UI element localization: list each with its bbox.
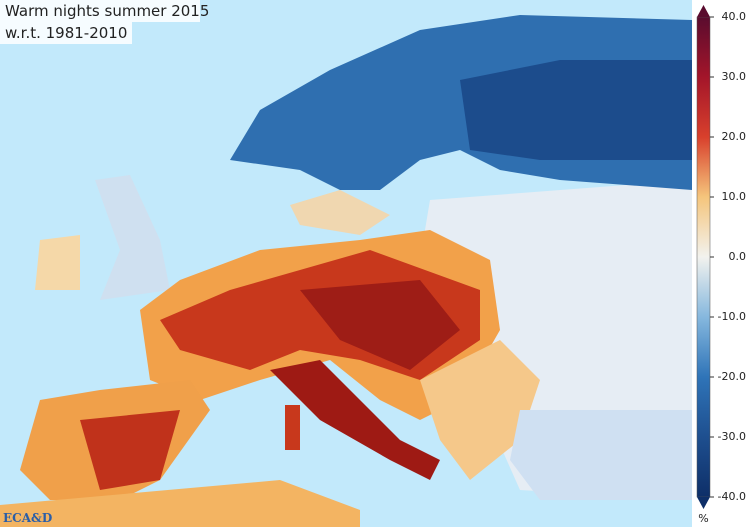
iberia-core xyxy=(80,410,180,490)
colorbar-unit: % xyxy=(698,512,708,525)
finland-russia xyxy=(460,60,692,160)
colorbar-tick-label: -20.0 xyxy=(718,370,746,383)
italy xyxy=(270,360,440,480)
colorbar-tick-label: -30.0 xyxy=(718,430,746,443)
colorbar-min-arrow xyxy=(697,497,710,509)
colorbar-gradient xyxy=(696,16,711,498)
colorbar-tick-label: 30.0 xyxy=(722,70,747,83)
colorbar-tick-label: -10.0 xyxy=(718,310,746,323)
map-subtitle: w.r.t. 1981-2010 xyxy=(5,24,127,42)
map-title: Warm nights summer 2015 xyxy=(5,2,209,20)
alps-region xyxy=(300,280,460,370)
colorbar: 40.0 30.0 20.0 10.0 0.0 -10.0 -20.0 -30.0 -40.0% xyxy=(696,5,747,525)
north-africa xyxy=(0,480,360,527)
colorbar-tick-label: 0.0 xyxy=(729,250,747,263)
britain xyxy=(95,175,170,300)
title-box xyxy=(0,0,200,22)
colorbar-tick-label: 40.0 xyxy=(722,10,747,23)
subtitle-box xyxy=(0,22,132,44)
turkey xyxy=(510,410,692,500)
colorbar-tick-label: 20.0 xyxy=(722,130,747,143)
balkans xyxy=(420,340,540,480)
colorbar-max-arrow xyxy=(697,5,710,17)
colorbar-tick-label: 10.0 xyxy=(722,190,747,203)
sardinia xyxy=(285,405,300,450)
colorbar-tick-label: -40.0 xyxy=(718,490,746,503)
denmark xyxy=(290,190,390,235)
ireland xyxy=(35,235,80,290)
map xyxy=(0,0,692,527)
logo: ECA&D xyxy=(3,511,52,525)
